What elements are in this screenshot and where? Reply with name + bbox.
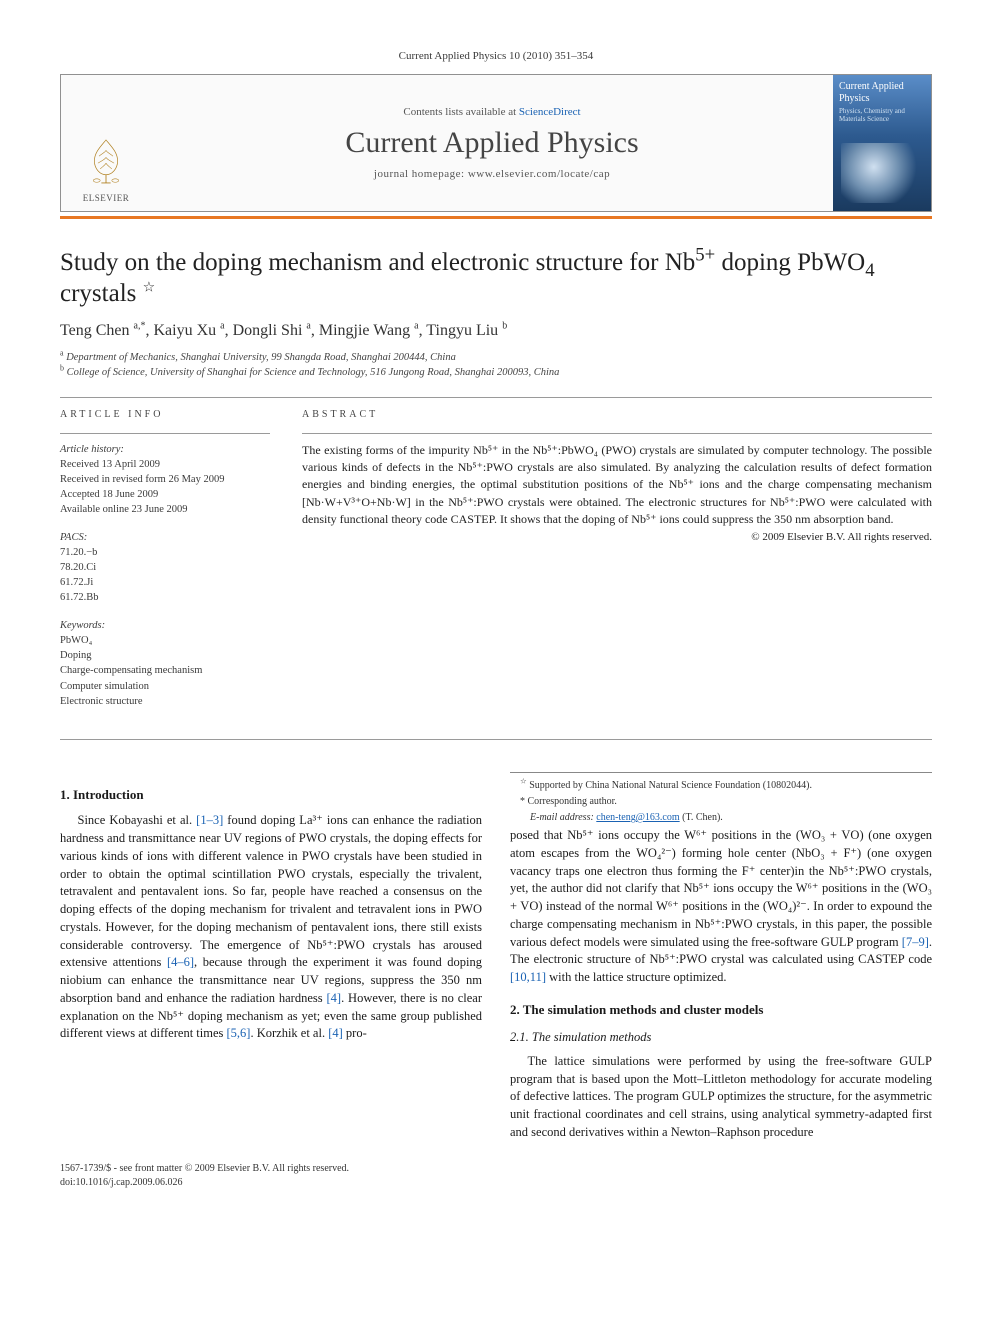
homepage-url[interactable]: www.elsevier.com/locate/cap — [468, 168, 610, 180]
journal-header: ELSEVIER Contents lists available at Sci… — [60, 74, 932, 212]
abstract-heading: ABSTRACT — [302, 408, 932, 423]
citation-link[interactable]: [10,11] — [510, 970, 546, 984]
footnote-support: ☆ Supported by China National Natural Sc… — [510, 779, 932, 793]
keyword-item: Doping — [60, 648, 270, 663]
email-who: (T. Chen). — [682, 812, 723, 823]
article-title: Study on the doping mechanism and electr… — [60, 247, 932, 310]
section-1-para-2: posed that Nb⁵⁺ ions occupy the W⁶⁺ posi… — [510, 827, 932, 987]
publisher-name: ELSEVIER — [83, 193, 130, 203]
citation-link[interactable]: [4] — [326, 991, 341, 1005]
abstract-column: ABSTRACT The existing forms of the impur… — [302, 408, 932, 721]
section-2-1-heading: 2.1. The simulation methods — [510, 1029, 932, 1047]
divider — [60, 397, 932, 398]
citation-link[interactable]: [5,6] — [227, 1026, 251, 1040]
footnote-support-text: Supported by China National Natural Scie… — [529, 780, 812, 791]
history-item: Available online 23 June 2009 — [60, 502, 270, 517]
section-1-para-1: Since Kobayashi et al. [1–3] found dopin… — [60, 812, 482, 1043]
star-icon: ☆ — [520, 777, 527, 786]
history-item: Received 13 April 2009 — [60, 457, 270, 472]
journal-reference: Current Applied Physics 10 (2010) 351–35… — [60, 50, 932, 62]
citation-link[interactable]: [1–3] — [196, 813, 223, 827]
citation-link[interactable]: [7–9] — [902, 935, 929, 949]
affiliations: a Department of Mechanics, Shanghai Univ… — [60, 350, 932, 382]
abstract-copyright: © 2009 Elsevier B.V. All rights reserved… — [302, 530, 932, 546]
keywords-label: Keywords: — [60, 618, 270, 633]
title-footnote-star: ☆ — [143, 281, 156, 296]
history-item: Received in revised form 26 May 2009 — [60, 472, 270, 487]
contents-prefix: Contents lists available at — [403, 106, 518, 118]
doi-line: doi:10.1016/j.cap.2009.06.026 — [60, 1176, 932, 1190]
journal-cover-thumb: Current Applied Physics Physics, Chemist… — [833, 75, 931, 211]
affiliation-line: b College of Science, University of Shan… — [60, 365, 932, 381]
issn-line: 1567-1739/$ - see front matter © 2009 El… — [60, 1162, 932, 1176]
bottom-metadata: 1567-1739/$ - see front matter © 2009 El… — [60, 1162, 932, 1190]
email-label: E-mail address: — [530, 812, 594, 823]
abstract-text: The existing forms of the impurity Nb⁵⁺ … — [302, 442, 932, 529]
contents-available: Contents lists available at ScienceDirec… — [151, 106, 833, 118]
section-2-heading: 2. The simulation methods and cluster mo… — [510, 1001, 932, 1019]
title-sub-1: 4 — [865, 260, 874, 281]
affiliation-line: a Department of Mechanics, Shanghai Univ… — [60, 350, 932, 366]
journal-title: Current Applied Physics — [151, 126, 833, 160]
citation-link[interactable]: [4–6] — [167, 955, 194, 969]
pacs-item: 78.20.Ci — [60, 560, 270, 575]
section-1-heading: 1. Introduction — [60, 786, 482, 804]
journal-homepage: journal homepage: www.elsevier.com/locat… — [151, 168, 833, 180]
sciencedirect-link[interactable]: ScienceDirect — [519, 106, 581, 118]
homepage-prefix: journal homepage: — [374, 168, 468, 180]
pacs-list: 71.20.−b78.20.Ci61.72.Ji61.72.Bb — [60, 545, 270, 606]
title-part-2: doping PbWO — [715, 249, 865, 276]
keywords-list: PbWO₄DopingCharge-compensating mechanism… — [60, 633, 270, 709]
citation-link[interactable]: [4] — [328, 1026, 343, 1040]
history-label: Article history: — [60, 442, 270, 457]
publisher-logo-block: ELSEVIER — [61, 75, 151, 211]
cover-subtitle: Physics, Chemistry and Materials Science — [839, 107, 925, 124]
author-list: Teng Chen a,*, Kaiyu Xu a, Dongli Shi a,… — [60, 322, 932, 340]
history-item: Accepted 18 June 2009 — [60, 487, 270, 502]
article-info-heading: ARTICLE INFO — [60, 408, 270, 423]
title-part-3: crystals — [60, 280, 136, 307]
elsevier-tree-icon — [77, 133, 135, 191]
footnote-corr-text: Corresponding author. — [528, 796, 617, 807]
accent-bar — [60, 216, 932, 219]
body-columns: 1. Introduction Since Kobayashi et al. [… — [60, 772, 932, 1148]
title-part-1: Study on the doping mechanism and electr… — [60, 249, 695, 276]
footnote-corresponding: * Corresponding author. — [510, 795, 932, 809]
section-2-1-para-1: The lattice simulations were performed b… — [510, 1053, 932, 1142]
keyword-item: Computer simulation — [60, 679, 270, 694]
footnotes-block: ☆ Supported by China National Natural Sc… — [510, 772, 932, 825]
pacs-item: 61.72.Bb — [60, 590, 270, 605]
history-list: Received 13 April 2009Received in revise… — [60, 457, 270, 518]
keyword-item: PbWO₄ — [60, 633, 270, 648]
title-sup-1: 5+ — [695, 245, 715, 266]
divider-lower — [60, 739, 932, 740]
cover-title: Current Applied Physics — [839, 81, 925, 105]
pacs-item: 71.20.−b — [60, 545, 270, 560]
keyword-item: Electronic structure — [60, 694, 270, 709]
cover-art-icon — [841, 143, 923, 203]
article-info-column: ARTICLE INFO Article history: Received 1… — [60, 408, 270, 721]
author-email-link[interactable]: chen-teng@163.com — [596, 812, 679, 823]
keyword-item: Charge-compensating mechanism — [60, 663, 270, 678]
pacs-item: 61.72.Ji — [60, 575, 270, 590]
footnote-email: E-mail address: chen-teng@163.com (T. Ch… — [510, 811, 932, 825]
pacs-label: PACS: — [60, 530, 270, 545]
